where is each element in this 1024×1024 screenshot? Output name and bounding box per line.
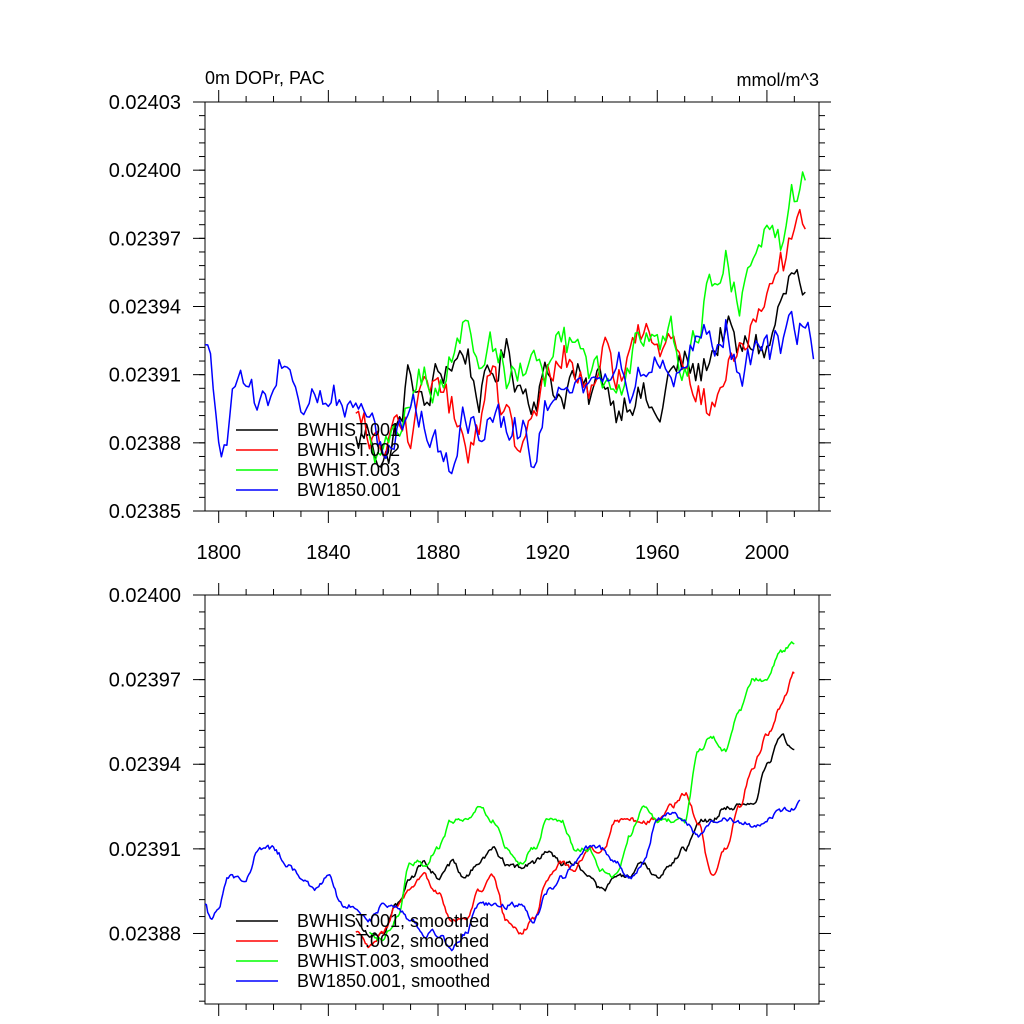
top-chart-title: 0m DOPr, PAC: [205, 68, 325, 88]
legend-label: BW1850.001: [297, 480, 401, 500]
y-tick-label: 0.02394: [109, 754, 181, 776]
legend-label: BWHIST.001, smoothed: [297, 911, 489, 931]
top-panel: 0m DOPr, PAC mmol/m^3 1800 1840 1880 1920 19…: [109, 68, 831, 564]
legend-label: BWHIST.001: [297, 420, 400, 440]
y-tick-label: 0.02388: [109, 433, 181, 455]
top-chart-units: mmol/m^3: [737, 70, 819, 90]
top-series-group: [204, 171, 815, 475]
bottom-series-group: [204, 641, 801, 952]
y-tick-label: 0.02397: [109, 228, 181, 250]
series-line-bw1850-001-smoothed: [204, 799, 801, 952]
y-tick-label: 0.02391: [109, 365, 181, 387]
y-tick-label: 0.02403: [109, 92, 181, 114]
bottom-panel: 0.02388 0.02391 0.02394 0.02397 0.02400 BWHI…: [109, 583, 831, 1016]
bottom-axis-ticks: 0.02388 0.02391 0.02394 0.02397 0.02400: [109, 583, 831, 1016]
y-tick-label: 0.02400: [109, 585, 181, 607]
series-line-bwhist-001-smoothed: [355, 733, 795, 938]
y-tick-label: 0.02397: [109, 670, 181, 692]
y-tick-label: 0.02400: [109, 160, 181, 182]
legend-label: BWHIST.003, smoothed: [297, 951, 489, 971]
y-tick-label: 0.02394: [109, 297, 181, 319]
x-tick-label: 1920: [525, 542, 570, 564]
series-line-bw1850-001: [204, 310, 815, 475]
x-tick-label: 1960: [635, 542, 680, 564]
legend-label: BWHIST.002: [297, 440, 400, 460]
series-line-bwhist-001: [355, 268, 806, 468]
x-tick-label: 2000: [745, 542, 790, 564]
series-line-bwhist-002-smoothed: [355, 671, 795, 949]
legend-label: BWHIST.002, smoothed: [297, 931, 489, 951]
series-line-bwhist-003-smoothed: [368, 641, 795, 942]
x-tick-label: 1880: [416, 542, 461, 564]
series-line-bwhist-003: [368, 171, 807, 464]
y-tick-label: 0.02385: [109, 501, 181, 523]
x-tick-label: 1840: [306, 542, 351, 564]
x-tick-label: 1800: [196, 542, 241, 564]
y-tick-label: 0.02388: [109, 923, 181, 945]
bottom-plot-frame: [204, 594, 820, 1005]
legend-label: BWHIST.003: [297, 460, 400, 480]
legend-label: BW1850.001, smoothed: [297, 971, 490, 991]
top-axis-ticks: 1800 1840 1880 1920 1960 2000 0.02385 0.02388 0.…: [109, 90, 831, 564]
y-tick-label: 0.02391: [109, 839, 181, 861]
